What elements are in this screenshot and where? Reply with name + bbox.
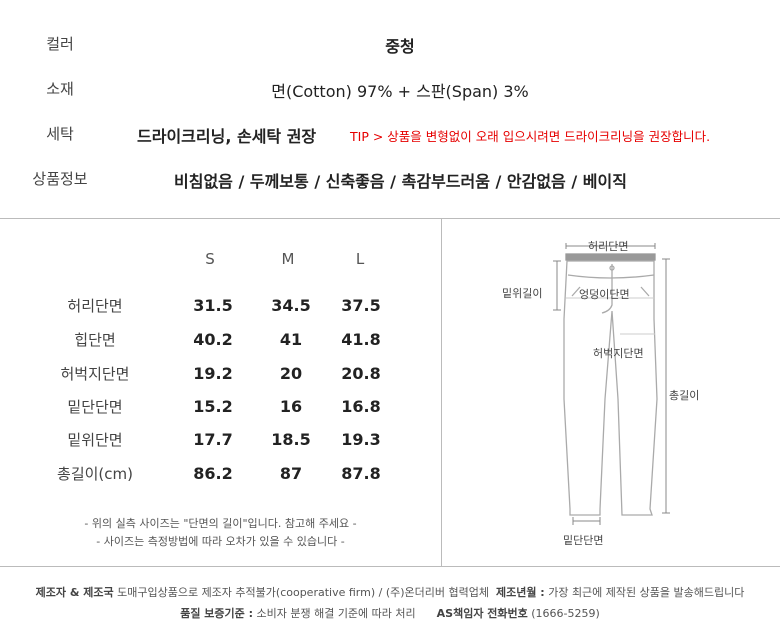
size-value: 37.5 bbox=[341, 296, 381, 315]
size-value: 41.8 bbox=[341, 330, 381, 349]
footer-line-2: 품질 보증기준 : 소비자 분쟁 해결 기준에 따라 처리 AS책임자 전화번호… bbox=[0, 605, 780, 621]
size-value: 40.2 bbox=[193, 330, 233, 349]
row-label: 허리단면 bbox=[67, 297, 123, 315]
column-header-l: L bbox=[355, 250, 365, 268]
size-value: 19.2 bbox=[193, 364, 233, 383]
size-value: 15.2 bbox=[193, 397, 233, 416]
label-length: 총길이 bbox=[669, 389, 700, 402]
size-value: 41 bbox=[279, 330, 303, 349]
size-value: 19.3 bbox=[341, 430, 381, 449]
info-value-color: 중청 bbox=[385, 37, 415, 56]
divider bbox=[0, 566, 780, 567]
date-label: 제조년월 : bbox=[495, 586, 545, 599]
pants-diagram bbox=[553, 243, 670, 525]
size-note: - 위의 실측 사이즈는 "단면의 길이"입니다. 참고해 주세요 - bbox=[84, 517, 357, 530]
info-value-material: 면(Cotton) 97% + 스판(Span) 3% bbox=[271, 82, 529, 101]
maker-value: 도매구입상품으로 제조자 추적불가(cooperative firm) / (주… bbox=[117, 586, 489, 599]
date-value: 가장 최근에 제작된 상품을 발송해드립니다 bbox=[548, 586, 745, 599]
as-label: AS책임자 전화번호 bbox=[436, 607, 528, 620]
size-value: 16.8 bbox=[341, 397, 381, 416]
column-header-m: M bbox=[281, 250, 295, 268]
size-value: 20 bbox=[279, 364, 303, 383]
maker-label: 제조자 & 제조국 bbox=[35, 586, 114, 599]
row-label: 총길이(cm) bbox=[57, 465, 133, 483]
row-label: 밑단단면 bbox=[67, 398, 123, 416]
label-hem: 밑단단면 bbox=[563, 534, 604, 547]
info-value-wash: 드라이크리닝, 손세탁 권장 bbox=[137, 127, 317, 146]
info-value-details: 비침없음 / 두께보통 / 신축좋음 / 촉감부드러움 / 안감없음 / 베이직 bbox=[174, 172, 627, 191]
row-label: 허벅지단면 bbox=[60, 365, 130, 383]
size-value: 18.5 bbox=[271, 430, 311, 449]
size-note: - 사이즈는 측정방법에 따라 오차가 있을 수 있습니다 - bbox=[96, 535, 345, 548]
size-value: 87 bbox=[279, 464, 303, 483]
size-value: 17.7 bbox=[193, 430, 233, 449]
column-header-s: S bbox=[205, 250, 215, 268]
label-rise: 밑위길이 bbox=[502, 287, 543, 300]
size-value: 20.8 bbox=[341, 364, 381, 383]
wash-tip: TIP > 상품을 변형없이 오래 입으시려면 드라이크리닝을 권장합니다. bbox=[350, 129, 711, 144]
size-value: 86.2 bbox=[193, 464, 233, 483]
size-value: 16 bbox=[279, 397, 303, 416]
label-thigh: 허벅지단면 bbox=[593, 347, 644, 360]
quality-label: 품질 보증기준 : bbox=[180, 607, 253, 620]
divider bbox=[0, 218, 780, 219]
label-waist: 허리단면 bbox=[588, 240, 629, 253]
label-hip: 엉덩이단면 bbox=[579, 288, 630, 301]
info-label-material: 소재 bbox=[46, 80, 74, 98]
row-label: 밑위단면 bbox=[67, 431, 123, 449]
as-value: (1666-5259) bbox=[531, 607, 600, 620]
size-value: 31.5 bbox=[193, 296, 233, 315]
size-value: 87.8 bbox=[341, 464, 381, 483]
row-label: 힙단면 bbox=[74, 331, 116, 349]
size-value: 34.5 bbox=[271, 296, 311, 315]
info-label-color: 컬러 bbox=[46, 35, 74, 53]
divider bbox=[441, 218, 442, 567]
info-label-wash: 세탁 bbox=[46, 125, 74, 143]
quality-value: 소비자 분쟁 해결 기준에 따라 처리 bbox=[256, 607, 416, 620]
footer-line-1: 제조자 & 제조국 도매구입상품으로 제조자 추적불가(cooperative … bbox=[0, 584, 780, 600]
info-label-details: 상품정보 bbox=[32, 170, 88, 188]
